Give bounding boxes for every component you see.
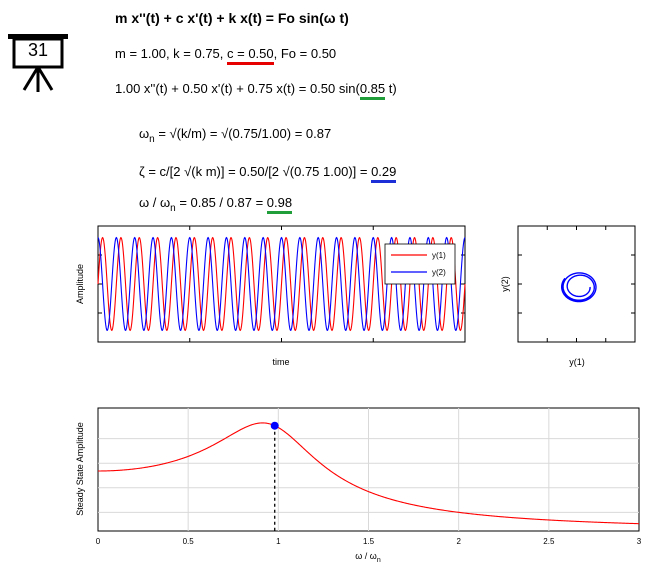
freq-grid [98, 408, 639, 531]
parameters-suffix: , Fo = 0.50 [273, 46, 337, 61]
presentation-board-icon [6, 30, 70, 94]
phase-plot-frame [517, 225, 636, 343]
freq-xtick-label: 1 [276, 537, 281, 546]
frequency-ratio-line: ω / ωn = 0.85 / 0.87 = 0.98 [139, 195, 293, 214]
ratio-lhs: ω / ω [139, 195, 171, 210]
freq-xlabel: ω / ωn [355, 551, 381, 562]
phase-xlabel: y(1) [569, 357, 585, 367]
governing-equation: m x''(t) + c x'(t) + k x(t) = Fo sin(ω t… [115, 10, 349, 26]
frequency-response-chart: 0 0.5 1 1.5 2 2.5 3 Steady State Amplitude ω /… [75, 407, 642, 562]
subscript-n: n [149, 134, 155, 145]
slide-number: 31 [27, 40, 49, 60]
specific-equation-prefix: 1.00 x''(t) + 0.50 x'(t) + 0.75 x(t) = 0… [115, 81, 360, 96]
damping-ratio-line: ζ = c/[2 √(k m)] = 0.50/[2 √(0.75 1.00)]… [139, 164, 397, 183]
time-ticks [97, 225, 466, 343]
freq-tick-labels: 0 0.5 1 1.5 2 2.5 3 [96, 537, 642, 546]
time-series-line-1 [97, 236, 466, 332]
freq-xtick-label: 3 [637, 537, 642, 546]
parameters-prefix: m = 1.00, k = 0.75, [115, 46, 228, 61]
board-leg-right [36, 66, 54, 91]
time-xlabel: time [272, 357, 289, 367]
ratio-mid: = 0.85 / 0.87 = [175, 195, 267, 210]
time-response-chart: y(1) y(2) Amplitude time [75, 225, 466, 367]
parameters-line: m = 1.00, k = 0.75, c = 0.50, Fo = 0.50 [115, 46, 337, 65]
freq-xtick-label: 0 [96, 537, 101, 546]
freq-xlabel-main: ω / ω [355, 551, 377, 561]
freq-curve [98, 422, 640, 525]
freq-ylabel: Steady State Amplitude [75, 422, 85, 516]
phase-spiral [561, 272, 597, 303]
ratio-subscript-n: n [170, 203, 176, 214]
freq-xtick-label: 2.5 [543, 537, 555, 546]
resonance-marker-dot [270, 421, 279, 430]
specific-equation-suffix: t) [385, 81, 397, 96]
board-leg-left [22, 66, 40, 91]
forcing-frequency: 0.85 [359, 81, 386, 100]
board-top-bar [8, 34, 68, 39]
time-legend: y(1) y(2) [384, 243, 456, 285]
phase-portrait-chart: y(2) y(1) [500, 225, 636, 367]
time-lines [97, 236, 466, 332]
presentation-board-svg [8, 34, 68, 92]
damping-ratio-prefix: ζ = c/[2 √(k m)] = 0.50/[2 √(0.75 1.00)]… [139, 164, 372, 179]
time-series-line-2 [97, 236, 466, 331]
damping-ratio-value: 0.29 [371, 164, 397, 183]
natural-frequency-line: ωn = √(k/m) = √(0.75/1.00) = 0.87 [139, 126, 332, 145]
phase-ticks [517, 225, 636, 343]
omega-symbol: ω [139, 126, 150, 141]
freq-xtick-label: 2 [456, 537, 461, 546]
freq-xlabel-sub: n [377, 557, 381, 562]
phase-ylabel: y(2) [500, 276, 510, 292]
time-legend-box [384, 243, 456, 285]
specific-equation: 1.00 x''(t) + 0.50 x'(t) + 0.75 x(t) = 0… [115, 81, 397, 100]
freq-xtick-label: 1.5 [363, 537, 375, 546]
natural-frequency-rhs: = √(k/m) = √(0.75/1.00) = 0.87 [154, 126, 332, 141]
freq-xtick-label: 0.5 [183, 537, 195, 546]
damping-coefficient: c = 0.50 [227, 46, 274, 65]
time-ylabel: Amplitude [75, 264, 85, 304]
legend-label-y1: y(1) [432, 251, 446, 260]
frequency-ratio-value: 0.98 [266, 195, 293, 214]
legend-label-y2: y(2) [432, 268, 446, 277]
